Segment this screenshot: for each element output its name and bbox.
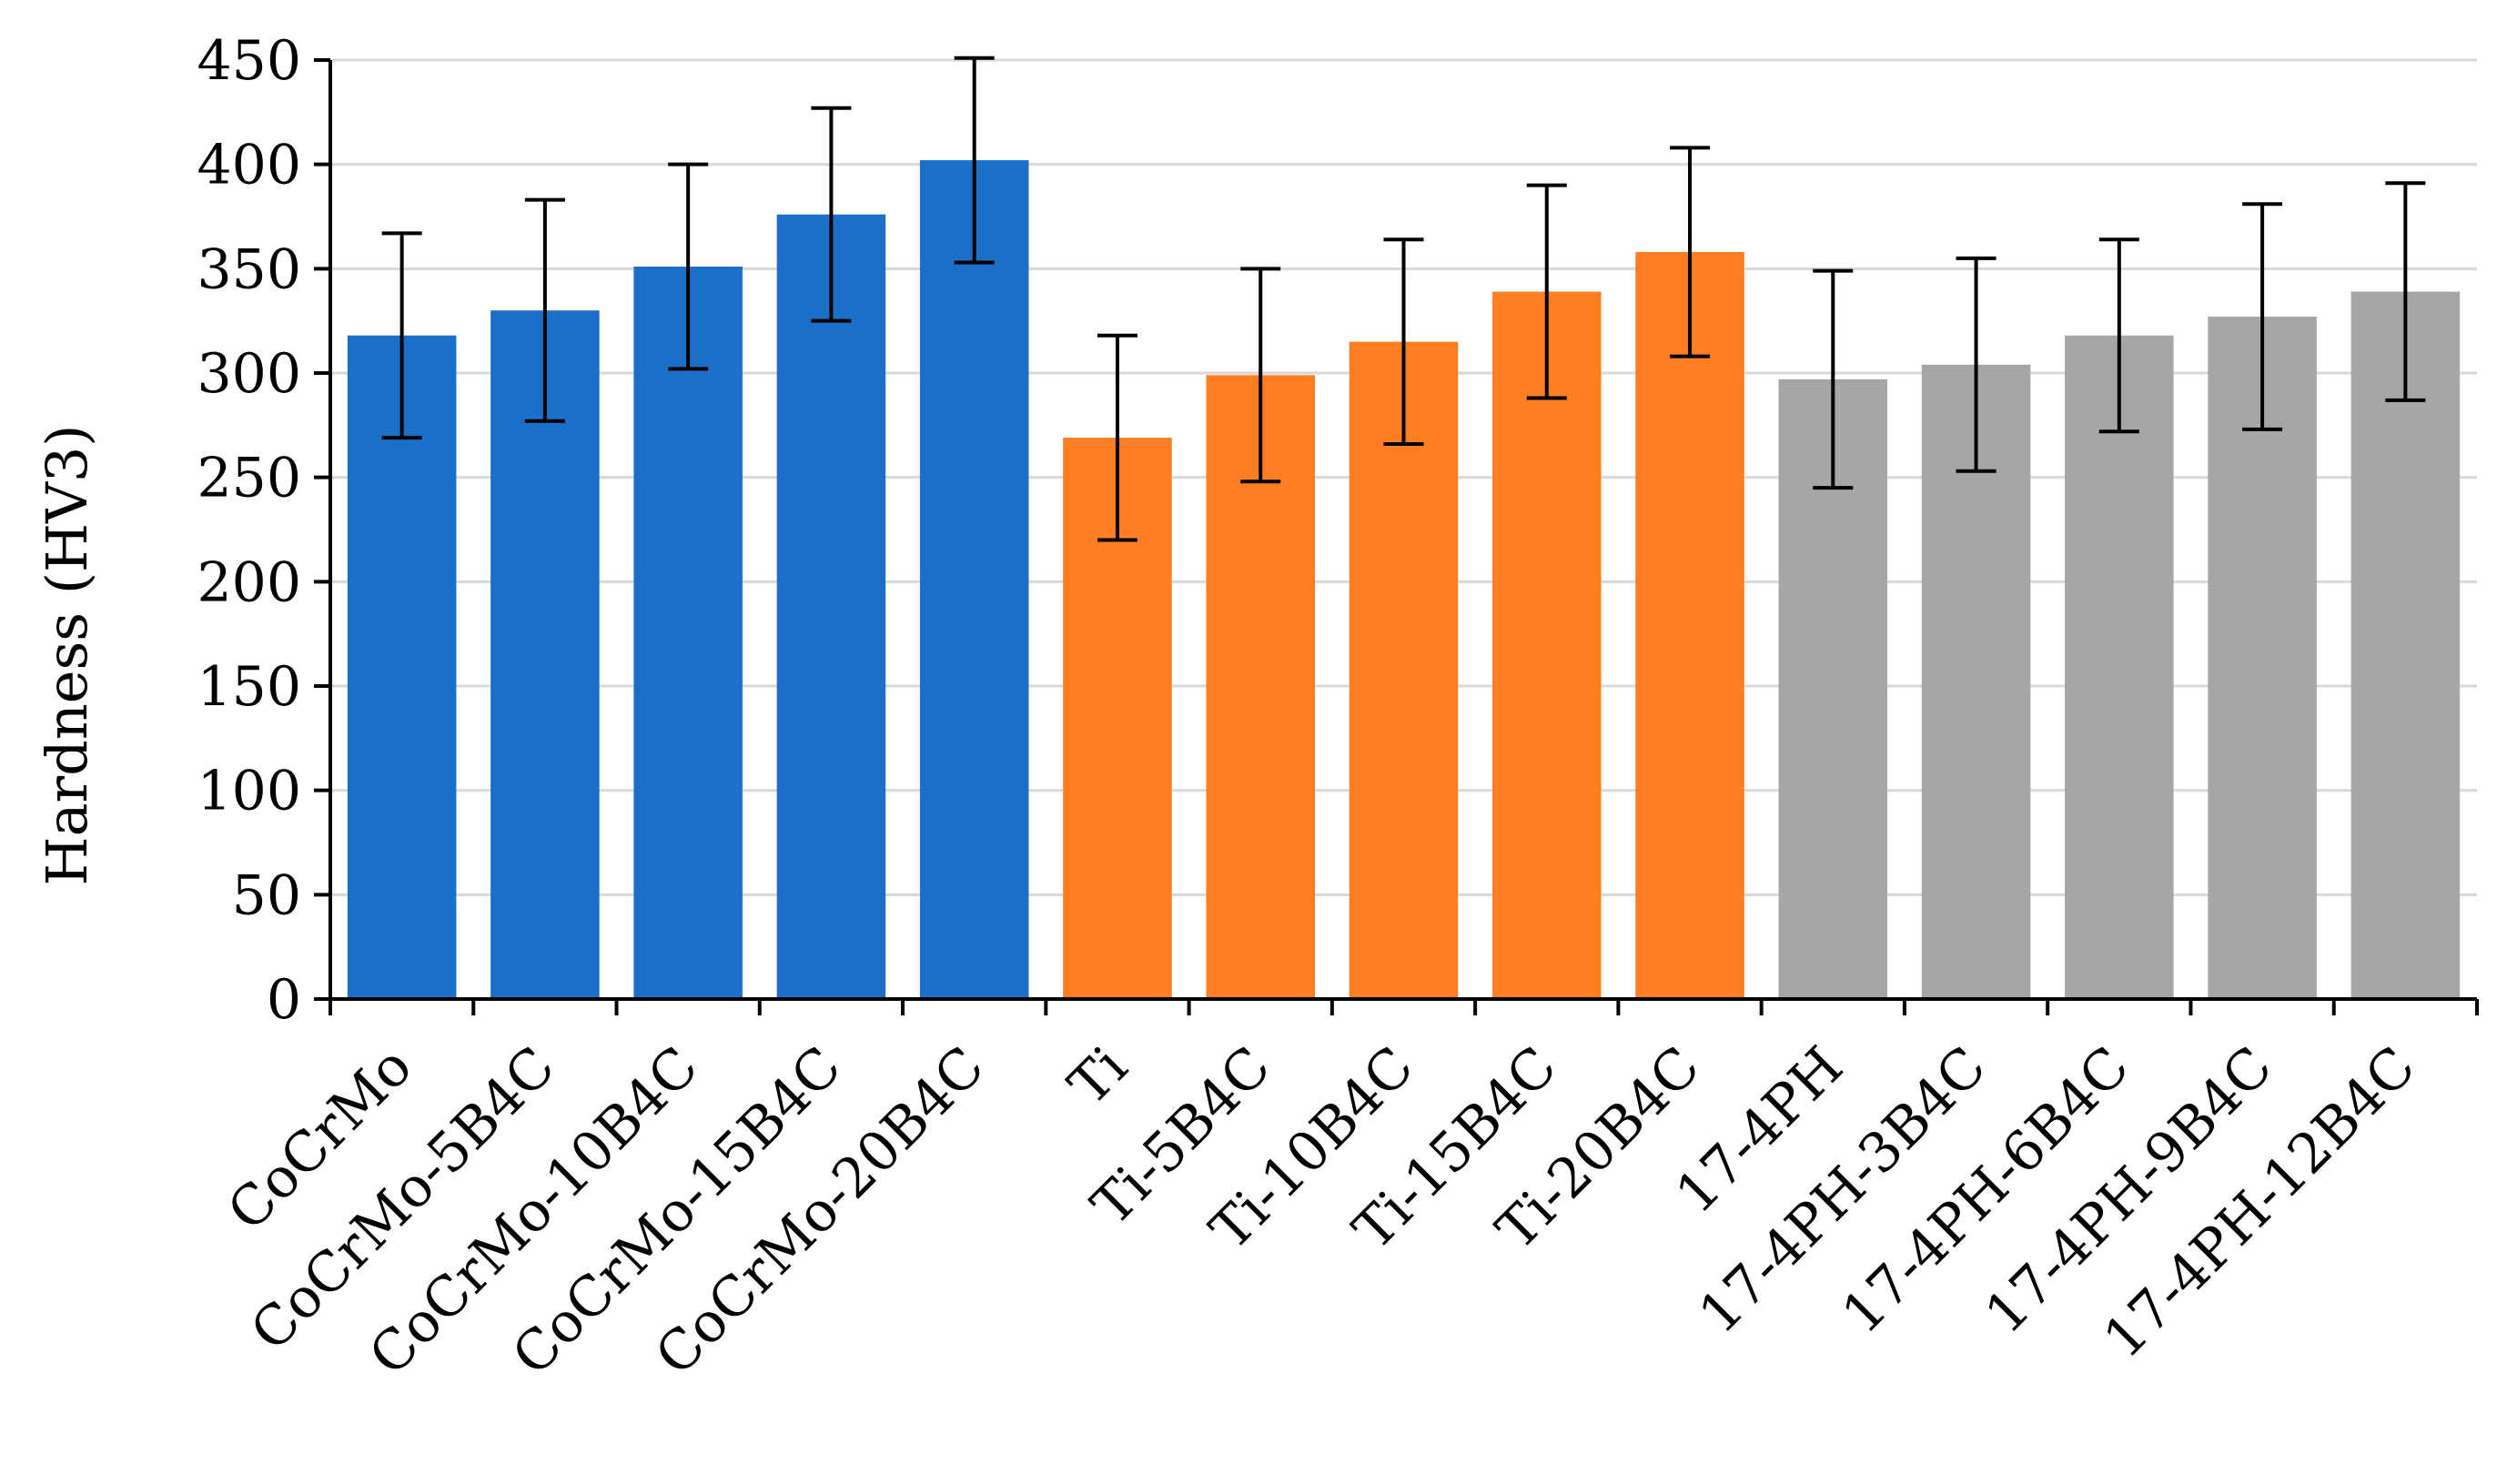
- y-tick-label: 350: [197, 237, 301, 301]
- bar: [2350, 291, 2461, 999]
- y-tick-label: 250: [197, 447, 301, 510]
- bars: [347, 160, 2461, 1000]
- bar: [490, 310, 600, 999]
- bar: [776, 214, 886, 999]
- bar: [347, 335, 457, 1000]
- y-tick-label: 400: [197, 134, 301, 197]
- x-tick-label: Ti: [1056, 1035, 1139, 1117]
- bar: [1492, 291, 1602, 999]
- y-tick-label: 0: [267, 968, 301, 1032]
- axes: [314, 58, 2479, 1015]
- y-tick-label: 100: [197, 760, 301, 823]
- y-tick-labels: 0 50 100 150 200 250 300 350 400 450: [197, 29, 301, 1032]
- bar: [1635, 251, 1744, 999]
- x-tick-labels: CoCrMoCoCrMo-5B4CCoCrMo-10B4CCoCrMo-15B4…: [216, 1035, 2428, 1388]
- bar: [2065, 335, 2174, 1000]
- error-bars: [381, 56, 2426, 542]
- bar: [1349, 341, 1459, 1000]
- y-tick-label: 200: [197, 550, 301, 614]
- y-tick-label: 50: [232, 863, 301, 927]
- y-tick-label: 300: [197, 342, 301, 406]
- bar: [633, 267, 743, 999]
- y-tick-label: 450: [197, 29, 301, 93]
- y-tick-label: 150: [197, 655, 301, 719]
- y-axis-title: Hardness (HV3): [34, 425, 100, 886]
- bar: [919, 160, 1029, 999]
